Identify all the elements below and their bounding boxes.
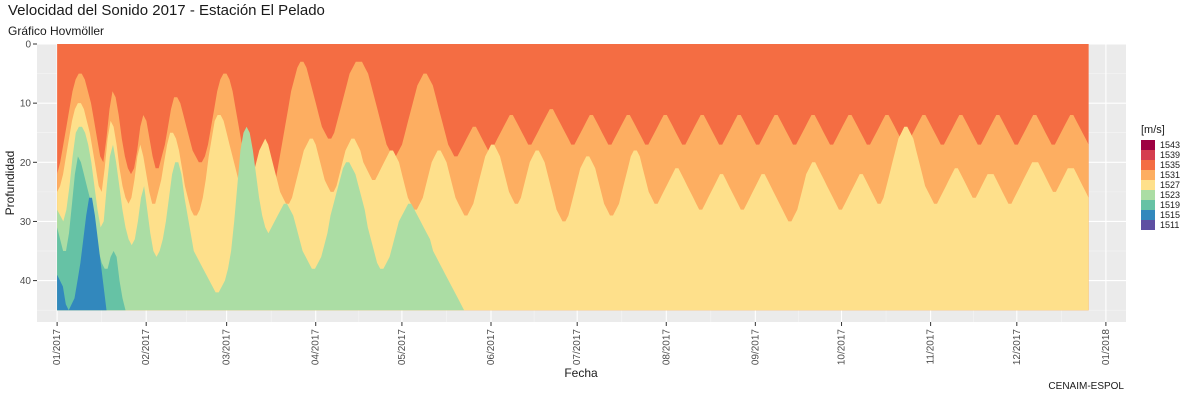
legend-item-1523: 1523: [1141, 190, 1180, 200]
band-1523: [57, 126, 1089, 311]
legend-item-1527: 1527: [1141, 180, 1180, 190]
legend: [m/s] 1543 1539 1535 1531 1527 1523 1519 1515 15…: [1141, 124, 1180, 230]
legend-item-1543: 1543: [1141, 140, 1180, 150]
legend-swatch: [1141, 150, 1155, 160]
x-tick-label: 11/2017: [926, 329, 937, 365]
x-tick-label: 08/2017: [661, 329, 672, 366]
legend-swatch: [1141, 190, 1155, 200]
contour-bands: [57, 44, 1089, 311]
legend-items: 1543 1539 1535 1531 1527 1523 1519 1515 1511: [1141, 140, 1180, 230]
legend-label: 1519: [1160, 200, 1181, 210]
x-axis-title: Fecha: [564, 366, 598, 380]
x-tick-label: 10/2017: [837, 329, 848, 366]
band-1527: [57, 103, 1089, 311]
chart-subtitle: Gráfico Hovmöller: [8, 24, 105, 38]
legend-swatch: [1141, 220, 1155, 230]
legend-swatch: [1141, 180, 1155, 190]
chart-title: Velocidad del Sonido 2017 - Estación El …: [8, 2, 325, 19]
x-tick-label: 05/2017: [397, 329, 408, 366]
legend-label: 1531: [1160, 170, 1181, 180]
legend-label: 1539: [1160, 150, 1181, 160]
legend-swatch: [1141, 160, 1155, 170]
x-tick-label: 09/2017: [750, 329, 761, 366]
legend-label: 1543: [1160, 140, 1181, 150]
x-tick-label: 04/2017: [311, 329, 322, 366]
x-tick-label: 02/2017: [141, 329, 152, 366]
x-tick-label: 01/2018: [1101, 329, 1112, 366]
legend-label: 1527: [1160, 180, 1181, 190]
legend-label: 1515: [1160, 210, 1181, 220]
x-tick-label: 12/2017: [1012, 329, 1023, 366]
legend-label: 1511: [1160, 220, 1180, 230]
legend-swatch: [1141, 140, 1155, 150]
legend-item-1515: 1515: [1141, 210, 1180, 220]
legend-title: [m/s]: [1141, 124, 1165, 136]
x-tick-label: 01/2017: [52, 329, 63, 366]
chart-caption: CENAIM-ESPOL: [1048, 381, 1124, 392]
legend-item-1539: 1539: [1141, 150, 1180, 160]
legend-item-1531: 1531: [1141, 170, 1180, 180]
y-tick-label: 40: [20, 276, 32, 287]
legend-swatch: [1141, 200, 1155, 210]
x-tick-label: 06/2017: [486, 329, 497, 366]
y-tick-label: 0: [25, 40, 31, 51]
legend-item-1519: 1519: [1141, 200, 1180, 210]
y-axis-title: Profundidad: [3, 151, 17, 216]
x-tick-label: 07/2017: [572, 329, 583, 366]
legend-label: 1535: [1160, 160, 1181, 170]
x-tick-label: 03/2017: [222, 329, 233, 366]
legend-item-1535: 1535: [1141, 160, 1180, 170]
legend-swatch: [1141, 170, 1155, 180]
y-tick-label: 10: [20, 99, 32, 110]
legend-item-1511: 1511: [1141, 220, 1180, 230]
legend-swatch: [1141, 210, 1155, 220]
x-axis: 01/2017 02/2017 03/2017 04/2017 05/2017 06/20…: [52, 322, 1112, 365]
y-axis: 0 10 20 30 40: [20, 40, 37, 287]
y-tick-label: 30: [20, 217, 32, 228]
y-tick-label: 20: [20, 158, 32, 169]
legend-label: 1523: [1160, 190, 1181, 200]
